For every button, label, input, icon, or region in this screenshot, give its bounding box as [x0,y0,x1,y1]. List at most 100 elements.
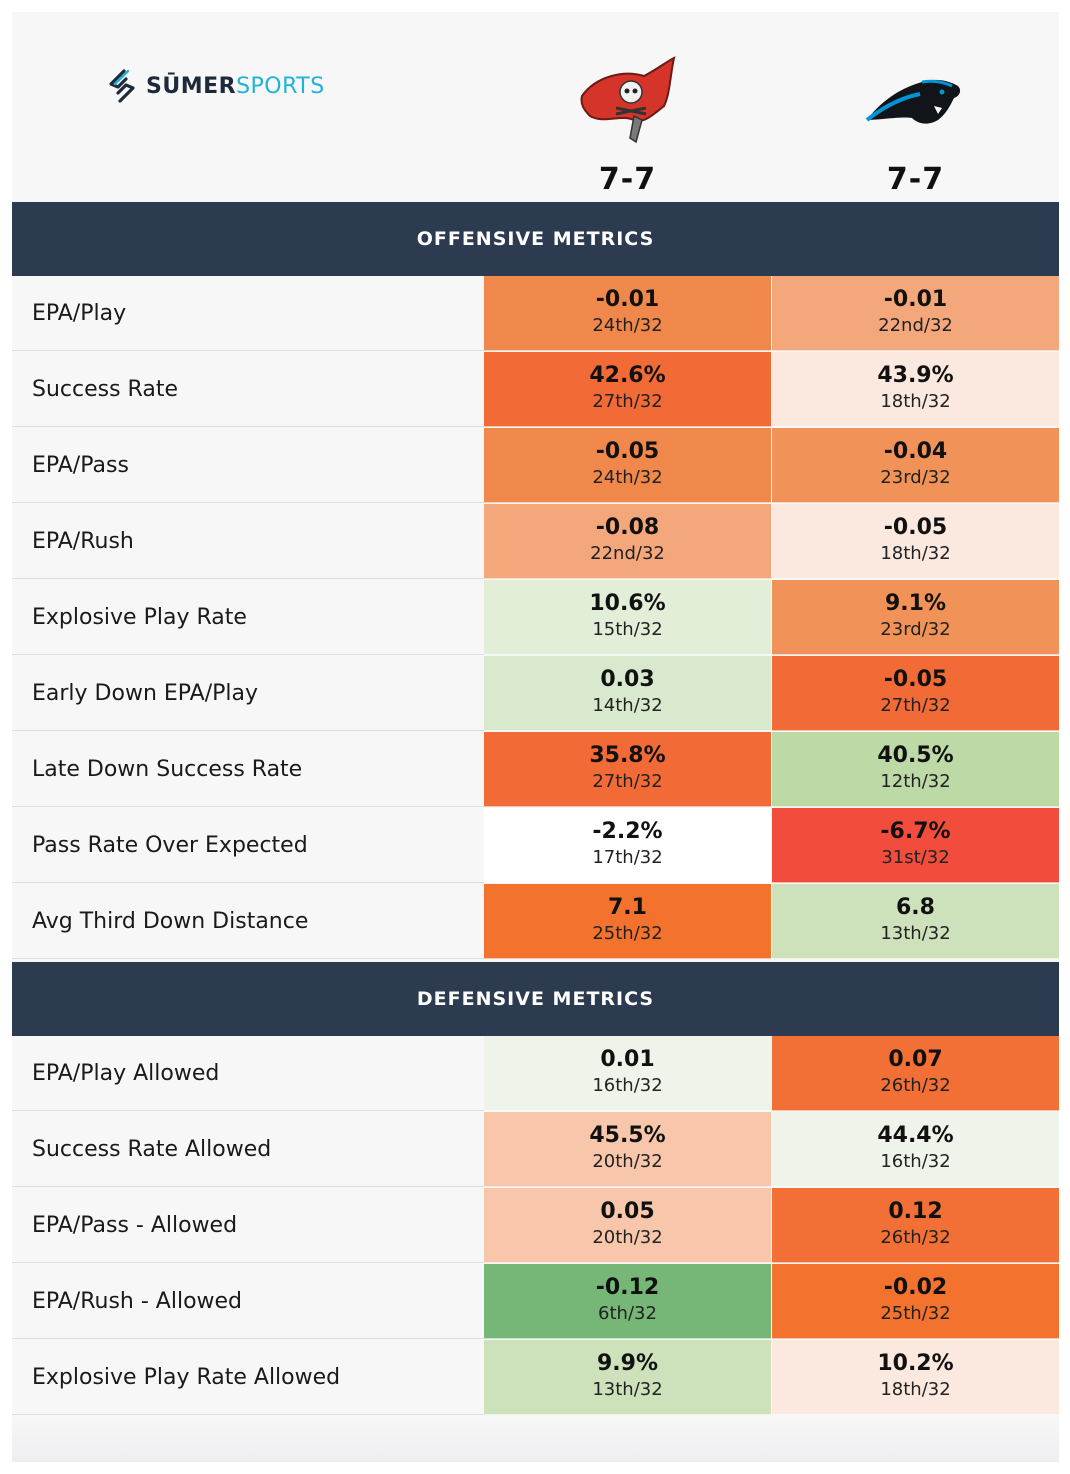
panthers-metric-cell: 44.4% 16th/32 [772,1112,1059,1187]
metric-value: 45.5% [589,1123,666,1148]
metric-value: -2.2% [592,819,663,844]
metric-value: -0.04 [883,439,948,464]
metric-value: 9.9% [596,1351,658,1376]
metric-value: -6.7% [880,819,951,844]
metric-rank: 22nd/32 [878,315,953,336]
metric-value: 42.6% [589,363,666,388]
metric-value: 6.8 [896,895,935,920]
metric-value: 0.03 [600,667,655,692]
footer-fade [12,1417,1059,1462]
panthers-metric-cell: 10.2% 18th/32 [772,1340,1059,1415]
metric-label: Early Down EPA/Play [12,656,484,731]
metric-value: -0.12 [595,1275,660,1300]
buccaneers-metric-cell: -0.05 24th/32 [484,428,771,503]
metric-rank: 27th/32 [592,771,663,792]
metric-rank: 20th/32 [592,1151,663,1172]
brand-logo: SŪMERSPORTS [106,68,325,104]
team-record-panthers: 7-7 [886,162,945,197]
metric-value: -0.05 [595,439,660,464]
metric-value: 10.6% [589,591,666,616]
panthers-metric-cell: 0.12 26th/32 [772,1188,1059,1263]
metric-row: Pass Rate Over Expected -2.2% 17th/32 -6.7%… [12,808,1059,884]
buccaneers-metric-cell: -0.12 6th/32 [484,1264,771,1339]
metric-label: EPA/Play Allowed [12,1036,484,1111]
metric-label: EPA/Rush [12,504,484,579]
metric-rank: 23rd/32 [880,467,951,488]
buccaneers-metric-cell: -0.08 22nd/32 [484,504,771,579]
metric-value: 0.12 [888,1199,943,1224]
panthers-metric-cell: 40.5% 12th/32 [772,732,1059,807]
panthers-metric-cell: -0.05 27th/32 [772,656,1059,731]
panthers-metric-cell: -0.05 18th/32 [772,504,1059,579]
comparison-card: SŪMERSPORTS 7-7 7-7 [12,12,1059,1462]
metric-label: Late Down Success Rate [12,732,484,807]
metric-rank: 13th/32 [880,923,951,944]
panthers-metric-cell: 9.1% 23rd/32 [772,580,1059,655]
metric-rank: 18th/32 [880,391,951,412]
metric-rank: 23rd/32 [880,619,951,640]
metric-row: EPA/Rush - Allowed -0.12 6th/32 -0.02 25th/3… [12,1264,1059,1340]
panthers-metric-cell: 6.8 13th/32 [772,884,1059,959]
metric-rank: 24th/32 [592,315,663,336]
metric-value: -0.08 [595,515,660,540]
metric-value: -0.01 [883,287,948,312]
metric-value: 43.9% [877,363,954,388]
metric-value: 40.5% [877,743,954,768]
metric-row: Late Down Success Rate 35.8% 27th/32 40.5% 1… [12,732,1059,808]
buccaneers-metric-cell: 7.1 25th/32 [484,884,771,959]
metric-value: 0.05 [600,1199,655,1224]
metric-rank: 18th/32 [880,543,951,564]
metric-row: Explosive Play Rate Allowed 9.9% 13th/32 10… [12,1340,1059,1416]
panthers-metric-cell: 43.9% 18th/32 [772,352,1059,427]
metric-rank: 22nd/32 [590,543,665,564]
offensive-metrics-header: OFFENSIVE METRICS [12,202,1059,276]
metric-label: Success Rate Allowed [12,1112,484,1187]
metric-label: EPA/Play [12,276,484,351]
metric-rank: 16th/32 [880,1151,951,1172]
metric-rank: 18th/32 [880,1379,951,1400]
buccaneers-metric-cell: 10.6% 15th/32 [484,580,771,655]
metric-rank: 15th/32 [592,619,663,640]
buccaneers-metric-cell: 45.5% 20th/32 [484,1112,771,1187]
metric-rank: 14th/32 [592,695,663,716]
metric-row: Success Rate 42.6% 27th/32 43.9% 18th/32 [12,352,1059,428]
metric-label: Success Rate [12,352,484,427]
metric-row: Early Down EPA/Play 0.03 14th/32 -0.05 27th/… [12,656,1059,732]
metric-rank: 27th/32 [880,695,951,716]
metric-rank: 20th/32 [592,1227,663,1248]
metric-row: EPA/Pass -0.05 24th/32 -0.04 23rd/32 [12,428,1059,504]
panthers-metric-cell: 0.07 26th/32 [772,1036,1059,1111]
metric-value: 0.07 [888,1047,943,1072]
metric-value: -0.01 [595,287,660,312]
buccaneers-flag-icon [580,56,676,144]
metric-row: Success Rate Allowed 45.5% 20th/32 44.4% 16t… [12,1112,1059,1188]
buccaneers-metric-cell: 0.03 14th/32 [484,656,771,731]
metric-value: 10.2% [877,1351,954,1376]
brand-name-part1: SŪMER [146,73,237,99]
sumer-logo-icon [109,69,135,103]
metric-value: 9.1% [884,591,946,616]
metric-label: Explosive Play Rate [12,580,484,655]
buccaneers-metric-cell: 42.6% 27th/32 [484,352,771,427]
metric-label: EPA/Rush - Allowed [12,1264,484,1339]
metric-rank: 25th/32 [592,923,663,944]
buccaneers-metric-cell: -0.01 24th/32 [484,276,771,351]
metric-rank: 16th/32 [592,1075,663,1096]
metric-label: Pass Rate Over Expected [12,808,484,883]
buccaneers-metric-cell: 0.05 20th/32 [484,1188,771,1263]
metric-row: EPA/Pass - Allowed 0.05 20th/32 0.12 26th/32 [12,1188,1059,1264]
metric-value: 44.4% [877,1123,954,1148]
defensive-metrics-header: DEFENSIVE METRICS [12,962,1059,1036]
metric-label: EPA/Pass [12,428,484,503]
buccaneers-metric-cell: -2.2% 17th/32 [484,808,771,883]
panthers-metric-cell: -0.02 25th/32 [772,1264,1059,1339]
header: SŪMERSPORTS 7-7 7-7 [12,12,1059,202]
metric-rank: 27th/32 [592,391,663,412]
metric-rank: 6th/32 [598,1303,657,1324]
team-record-buccaneers: 7-7 [598,162,657,197]
metric-rank: 24th/32 [592,467,663,488]
metric-value: 0.01 [600,1047,655,1072]
metric-rank: 26th/32 [880,1227,951,1248]
metric-value: 35.8% [589,743,666,768]
metric-value: -0.05 [883,667,948,692]
